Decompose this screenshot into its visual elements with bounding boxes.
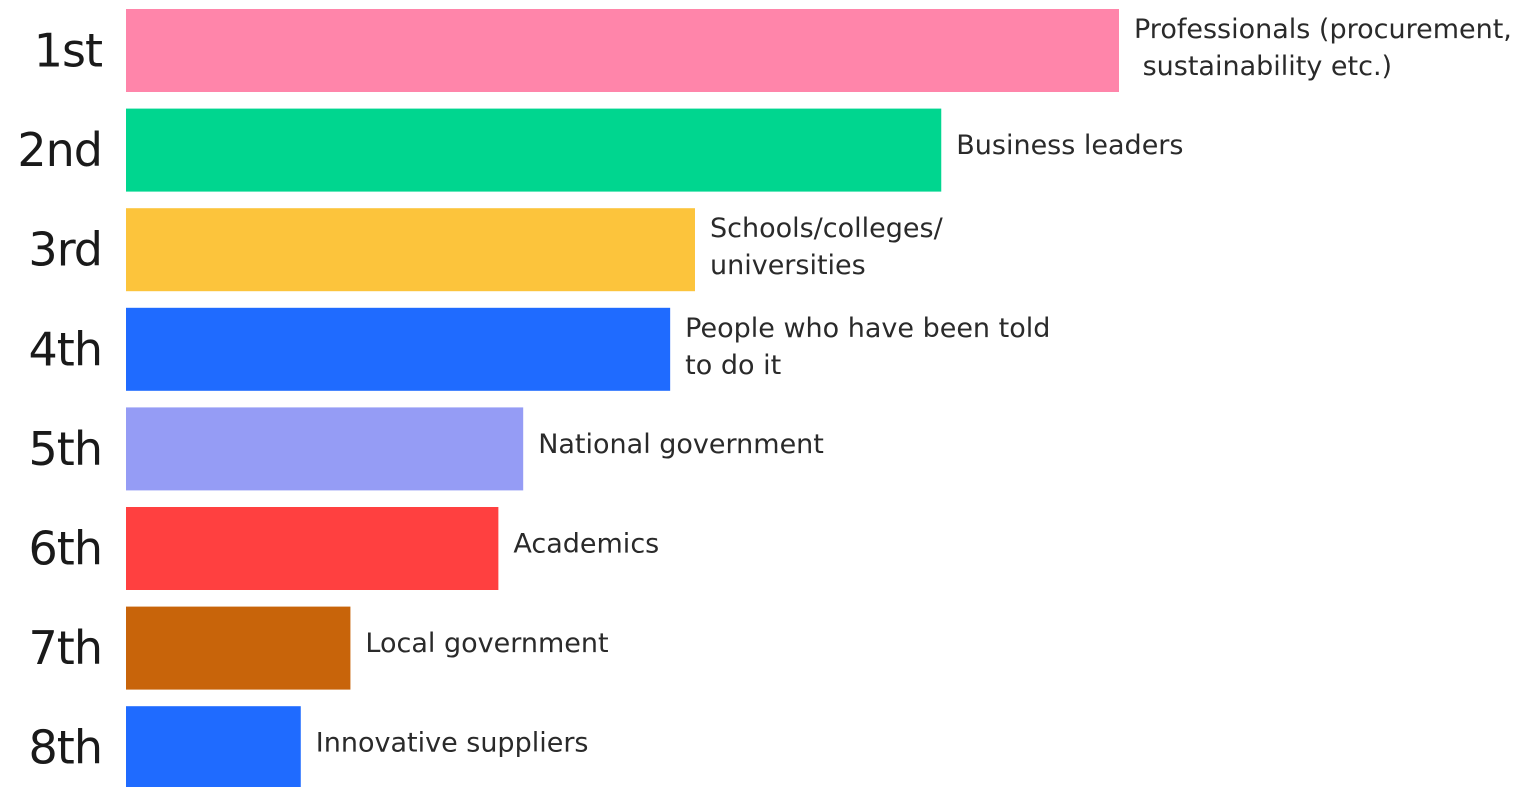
bar-label: Local government <box>365 628 608 659</box>
bar-label: to do it <box>685 350 781 381</box>
bar <box>126 507 499 590</box>
rank-label: 6th <box>29 522 102 576</box>
bar-label: Innovative suppliers <box>316 728 589 759</box>
bar <box>126 307 671 391</box>
bar <box>126 407 524 491</box>
rank-label: 3rd <box>28 223 102 277</box>
bar-label: universities <box>710 250 866 281</box>
rank-label: 8th <box>29 721 102 775</box>
bar <box>126 9 1119 92</box>
bar-label: Academics <box>513 529 659 560</box>
bar-label: National government <box>538 429 824 460</box>
bar-label: Schools/colleges/ <box>710 213 944 244</box>
bar <box>126 606 351 690</box>
rank-label: 2nd <box>17 123 102 177</box>
bar-label: Professionals (procurement, <box>1134 14 1512 45</box>
bar-label: People who have been told <box>685 313 1050 344</box>
bar-label: Business leaders <box>956 130 1183 161</box>
bar <box>126 706 301 787</box>
rank-label: 1st <box>34 24 102 78</box>
bar-label: sustainability etc.) <box>1134 51 1392 82</box>
bar <box>126 208 695 292</box>
rank-label: 4th <box>29 322 102 376</box>
rank-label: 5th <box>29 422 102 476</box>
rank-label: 7th <box>29 621 102 675</box>
bar <box>126 108 942 192</box>
